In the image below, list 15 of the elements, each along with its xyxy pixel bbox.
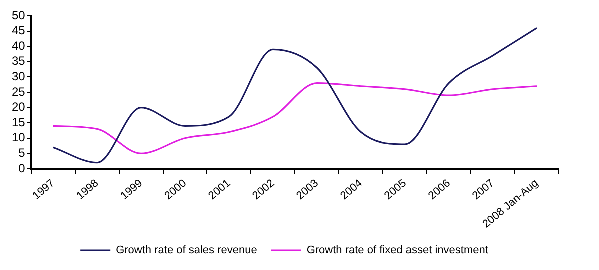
y-tick-label: 10 — [12, 130, 26, 145]
legend-label: Growth rate of fixed asset investment — [306, 244, 488, 257]
y-tick-label: 40 — [12, 38, 26, 53]
y-tick-label: 5 — [18, 146, 26, 160]
y-tick-label: 45 — [12, 24, 26, 38]
line-series — [52, 82, 538, 154]
y-tick-label: 20 — [12, 100, 26, 114]
y-tick-label: 15 — [12, 115, 26, 130]
y-tick-label: 35 — [12, 54, 26, 68]
y-tick-label: 0 — [18, 161, 26, 176]
y-tick-label: 30 — [12, 70, 26, 84]
legend-label: Growth rate of sales revenue — [116, 244, 258, 257]
line-series — [52, 27, 538, 164]
y-tick-label: 25 — [12, 84, 26, 99]
y-tick-label: 50 — [12, 8, 26, 22]
